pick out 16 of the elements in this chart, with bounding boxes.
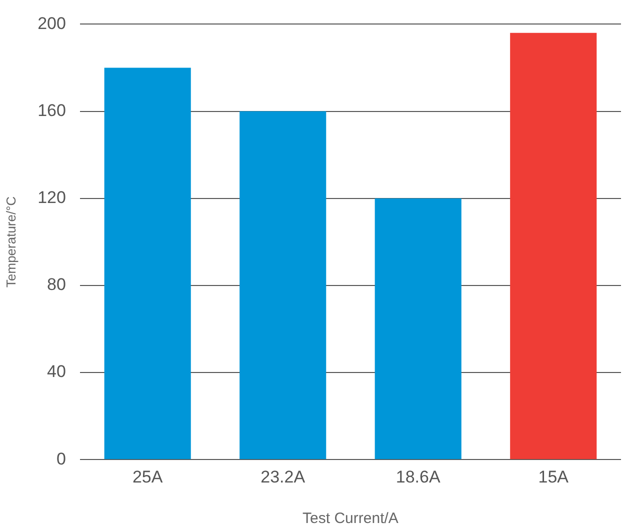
- bar: [104, 68, 191, 460]
- y-axis-title: Temperature/°C: [3, 196, 18, 288]
- y-tick-label: 160: [38, 100, 66, 120]
- y-tick-label: 40: [47, 362, 66, 382]
- x-axis-title: Test Current/A: [302, 510, 398, 528]
- y-tick-label: 120: [38, 188, 66, 208]
- bar: [240, 111, 326, 460]
- x-tick-label: 15A: [538, 467, 570, 486]
- y-tick-label: 80: [47, 275, 66, 294]
- bar: [374, 198, 462, 460]
- x-tick-label: 23.2A: [260, 467, 306, 486]
- y-tick-label: 200: [38, 14, 66, 33]
- bar: [510, 32, 597, 460]
- x-tick-label: 25A: [132, 467, 164, 486]
- y-tick-label: 0: [56, 449, 66, 468]
- x-tick-label: 18.6A: [396, 467, 441, 486]
